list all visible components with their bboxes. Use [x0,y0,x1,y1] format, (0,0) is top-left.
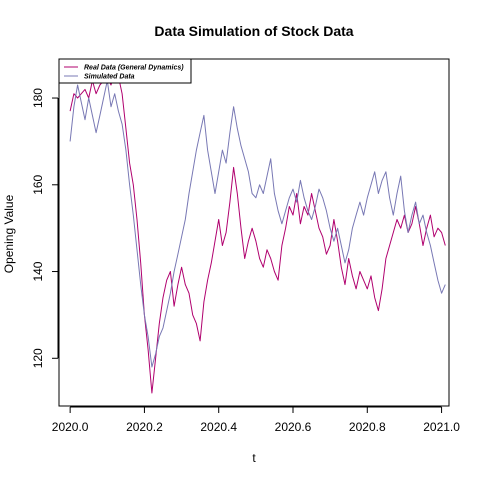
y-axis: 120 140 160 180 [31,88,59,368]
x-axis: 2020.0 2020.2 2020.4 2020.6 2020.8 2021.0 [52,406,460,434]
legend-label: Simulated Data [84,74,135,81]
y-axis-label: Opening Value [2,194,16,273]
chart-title: Data Simulation of Stock Data [154,23,353,39]
legend: Real Data (General Dynamics) Simulated Da… [58,58,192,84]
legend-label: Real Data (General Dynamics) [84,65,184,72]
series-line-1 [69,71,446,394]
y-tick-label: 180 [31,88,45,108]
y-tick-label: 120 [31,348,45,368]
x-tick-label: 2020.0 [52,420,89,434]
plot-lines [69,71,446,394]
x-tick-label: 2020.4 [200,420,237,434]
legend-box [58,58,192,84]
y-tick-label: 160 [31,174,45,194]
series-line-2 [69,80,446,368]
x-tick-label: 2020.8 [349,420,386,434]
x-tick-label: 2020.6 [275,420,312,434]
x-tick-label: 2020.2 [126,420,163,434]
x-axis-label: t [252,451,256,465]
plot-frame [58,58,450,407]
x-tick-label: 2021.0 [423,420,460,434]
y-tick-label: 140 [31,261,45,281]
